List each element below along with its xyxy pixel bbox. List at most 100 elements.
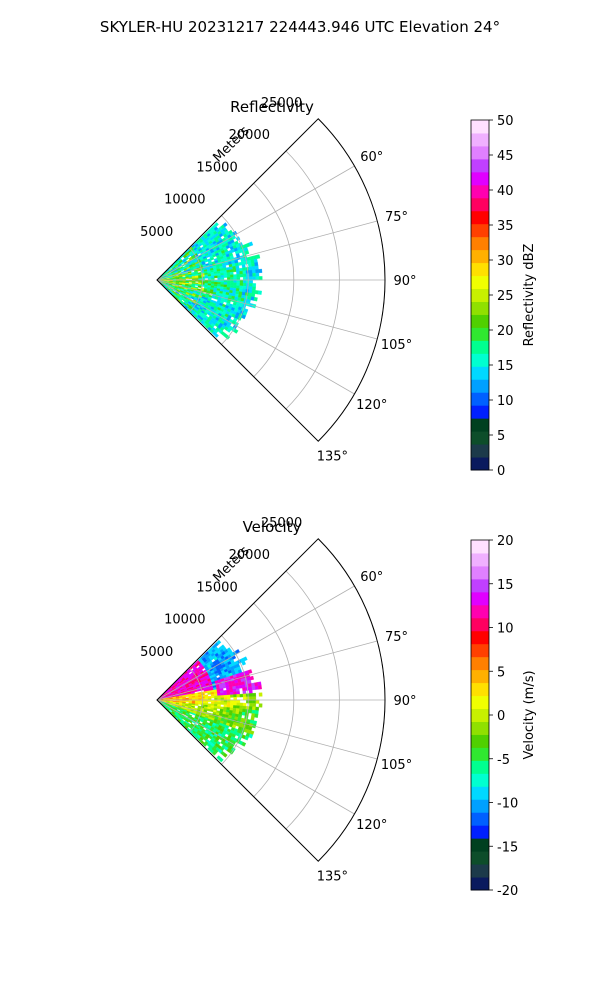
colorbar-segment xyxy=(471,418,489,432)
reflectivity-data xyxy=(156,222,263,340)
colorbar-tick-label: -5 xyxy=(497,753,510,768)
radar-bin xyxy=(249,696,253,701)
colorbar-segment xyxy=(471,851,489,865)
reflectivity-colorbar: 0 5 10 15 20 25 30 35 40 45 50 xyxy=(470,114,514,479)
radar-bin xyxy=(252,269,256,274)
radar-bin xyxy=(239,693,244,698)
radar-bin xyxy=(226,327,232,333)
radar-bin xyxy=(220,282,225,285)
radar-bin xyxy=(172,278,177,280)
radar-bin xyxy=(242,282,247,287)
radar-bin xyxy=(217,281,221,285)
radar-bin xyxy=(217,695,221,699)
radar-bin xyxy=(230,274,234,278)
azimuth-spoke xyxy=(156,279,355,395)
reflectivity-labels: 60° 75° 90° 105° 120° 135° 5000 10000 15000 20000… xyxy=(140,96,416,465)
colorbar-segment xyxy=(471,431,489,445)
colorbar-segment xyxy=(471,197,489,212)
azimuth-tick-label: 75° xyxy=(385,210,408,225)
colorbar-segment xyxy=(471,877,489,891)
radar-bin xyxy=(236,276,241,281)
colorbar-segment xyxy=(471,630,489,645)
azimuth-tick-label: 120° xyxy=(356,398,387,413)
radar-bin xyxy=(258,276,263,281)
colorbar-tick-label: 15 xyxy=(497,578,514,593)
radar-bin xyxy=(229,271,234,276)
radar-bin xyxy=(236,691,240,695)
radar-bin xyxy=(248,269,253,274)
range-tick-label: 20000 xyxy=(229,128,270,143)
radar-bin xyxy=(236,285,240,289)
azimuth-tick-label: 135° xyxy=(317,449,348,464)
radar-bin xyxy=(201,276,206,279)
colorbar-segment xyxy=(471,275,489,290)
colorbar-segment xyxy=(471,591,489,606)
colorbar-segment xyxy=(471,249,489,264)
colorbar-segment xyxy=(471,210,489,225)
radar-bin xyxy=(254,710,259,715)
radar-bin xyxy=(201,284,205,287)
radar-bin xyxy=(216,706,221,710)
radar-bin xyxy=(194,703,199,706)
radar-bin xyxy=(204,696,209,699)
radar-bin xyxy=(242,687,247,692)
range-tick-label: 25000 xyxy=(261,96,302,111)
radar-bin xyxy=(242,279,247,284)
radar-bin xyxy=(257,290,262,295)
radar-bin xyxy=(220,702,225,705)
radar-bin xyxy=(222,752,228,758)
radar-bin xyxy=(244,250,250,255)
colorbar-tick-label: 20 xyxy=(497,534,514,549)
radar-bin xyxy=(242,696,247,701)
radar-bin xyxy=(249,699,253,704)
radar-bin xyxy=(233,697,237,701)
sector-outline xyxy=(156,538,386,862)
radar-bin xyxy=(238,684,243,689)
colorbar-segment xyxy=(471,864,489,878)
colorbar-segment xyxy=(471,708,489,722)
radar-bin xyxy=(242,656,248,662)
radar-bin xyxy=(206,708,211,712)
radar-bin xyxy=(236,705,240,709)
radar-bin xyxy=(185,277,190,280)
radar-bin xyxy=(248,266,253,271)
colorbar-segment xyxy=(471,825,489,839)
colorbar-segment xyxy=(471,262,489,277)
colorbar-segment xyxy=(471,366,489,380)
colorbar-tick-label: 15 xyxy=(497,359,514,374)
radar-bin xyxy=(166,280,170,282)
colorbar-tick-label: 10 xyxy=(497,394,514,409)
radar-bin xyxy=(207,276,212,279)
velocity-data xyxy=(156,639,263,763)
radar-bin xyxy=(236,274,241,278)
colorbar-segment xyxy=(471,236,489,251)
radar-bin xyxy=(239,267,243,272)
velocity-colorbar: -20 -15 -10 -5 0 5 10 15 20 xyxy=(470,534,518,899)
reflectivity-panel: Reflectivity 60° 75° 90° 105° 120° 135° 5000 10… xyxy=(140,96,537,479)
azimuth-tick-label: 120° xyxy=(356,818,387,833)
azimuth-spoke xyxy=(156,699,355,815)
radar-bin xyxy=(229,704,234,709)
radar-bin xyxy=(249,276,253,281)
radar-bin xyxy=(252,696,257,701)
azimuth-tick-label: 75° xyxy=(385,630,408,645)
colorbar-segment xyxy=(471,457,489,471)
radar-bin xyxy=(230,277,234,281)
colorbar-segment xyxy=(471,340,489,354)
radar-bin xyxy=(222,685,227,689)
colorbar-segment xyxy=(471,353,489,367)
radar-bin xyxy=(226,269,231,273)
radar-bin xyxy=(223,702,228,706)
colorbar-segment xyxy=(471,540,489,554)
radar-bin xyxy=(248,709,253,714)
radar-bin xyxy=(239,270,244,275)
radar-bin xyxy=(239,279,244,284)
velocity-title: Velocity xyxy=(243,518,302,536)
colorbar-tick-label: 5 xyxy=(497,429,505,444)
reflectivity-grid xyxy=(156,118,386,442)
colorbar-tick-label: -15 xyxy=(497,840,518,855)
radar-bin xyxy=(220,695,225,698)
radar-bin xyxy=(249,675,254,681)
radar-bin xyxy=(255,706,260,711)
range-tick-label: 10000 xyxy=(164,193,205,208)
